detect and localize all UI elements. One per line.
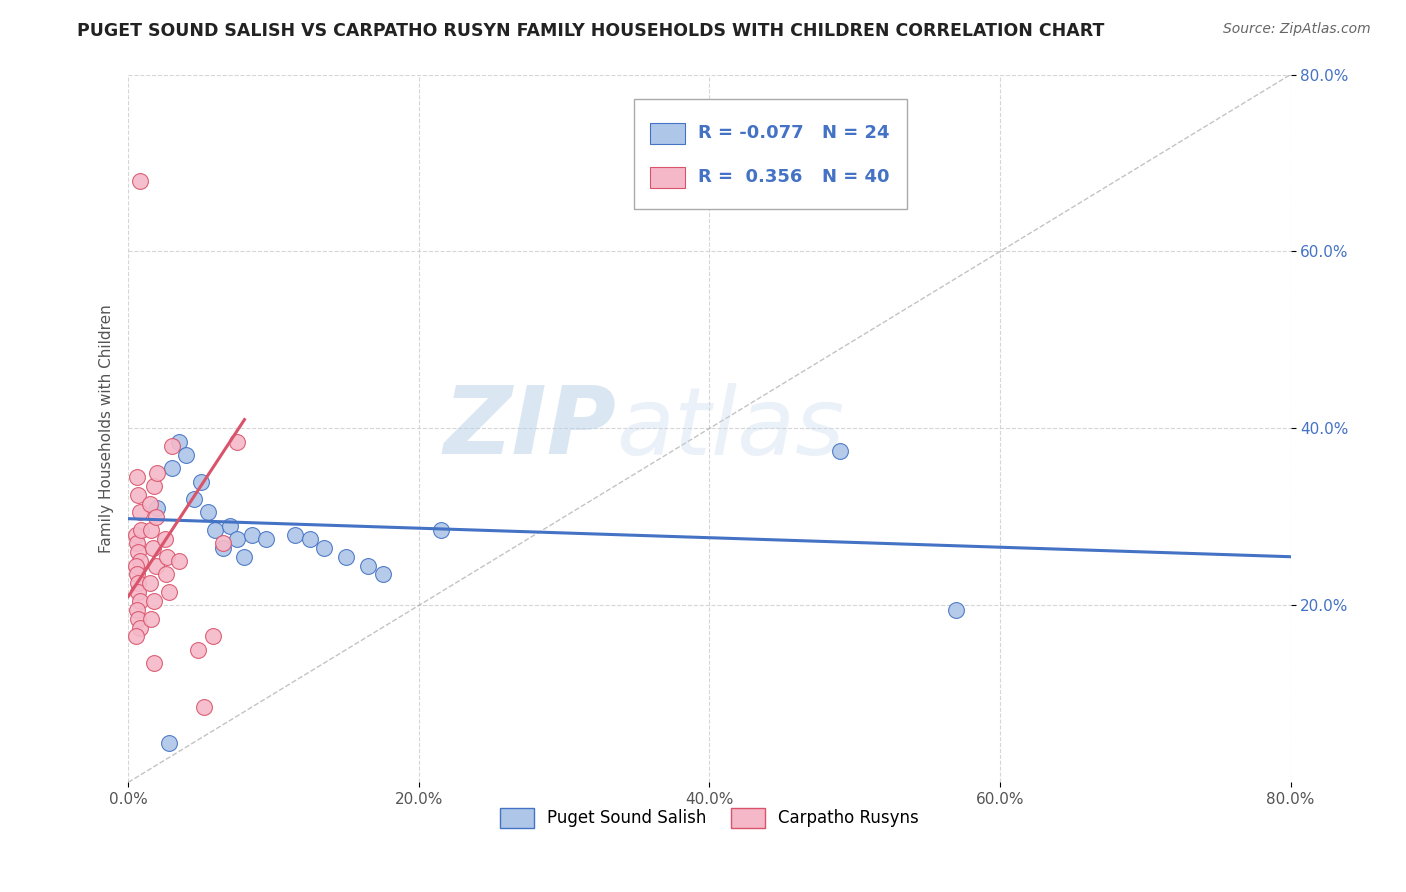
Point <box>284 527 307 541</box>
Point <box>254 532 277 546</box>
Point <box>127 576 149 591</box>
Point <box>146 501 169 516</box>
Point <box>145 558 167 573</box>
Point <box>226 434 249 449</box>
Point <box>124 558 146 573</box>
Point <box>128 554 150 568</box>
Point <box>240 527 263 541</box>
Point <box>357 558 380 573</box>
Point <box>131 523 153 537</box>
Point <box>190 475 212 489</box>
Point <box>429 523 451 537</box>
Point <box>160 461 183 475</box>
Point <box>314 541 336 555</box>
Point <box>143 479 166 493</box>
Point <box>157 735 180 749</box>
Point <box>156 549 179 564</box>
Point <box>204 523 226 537</box>
Text: ZIP: ZIP <box>443 383 616 475</box>
FancyBboxPatch shape <box>650 123 685 144</box>
Point <box>128 174 150 188</box>
Point <box>193 700 215 714</box>
Text: Source: ZipAtlas.com: Source: ZipAtlas.com <box>1223 22 1371 37</box>
Point <box>145 510 167 524</box>
Point <box>127 545 149 559</box>
Point <box>125 470 148 484</box>
Point <box>167 554 190 568</box>
Text: atlas: atlas <box>616 383 845 474</box>
Point <box>211 541 233 555</box>
Point <box>143 594 166 608</box>
Point <box>197 506 219 520</box>
Point <box>128 594 150 608</box>
Text: PUGET SOUND SALISH VS CARPATHO RUSYN FAMILY HOUSEHOLDS WITH CHILDREN CORRELATION: PUGET SOUND SALISH VS CARPATHO RUSYN FAM… <box>77 22 1105 40</box>
Point <box>153 532 176 546</box>
Point <box>125 536 148 550</box>
Point <box>226 532 249 546</box>
Point <box>219 518 242 533</box>
Point <box>127 612 149 626</box>
Point <box>124 527 146 541</box>
Y-axis label: Family Households with Children: Family Households with Children <box>100 304 114 553</box>
Point <box>201 629 224 643</box>
Point <box>127 488 149 502</box>
Point <box>167 434 190 449</box>
Legend: Puget Sound Salish, Carpatho Rusyns: Puget Sound Salish, Carpatho Rusyns <box>494 802 925 834</box>
Point <box>155 567 177 582</box>
Point <box>335 549 357 564</box>
Point <box>125 603 148 617</box>
Text: R = -0.077: R = -0.077 <box>697 124 803 142</box>
Point <box>183 492 205 507</box>
Point <box>128 620 150 634</box>
Point <box>371 567 394 582</box>
Point <box>125 567 148 582</box>
Text: R =  0.356: R = 0.356 <box>697 169 803 186</box>
Point <box>143 656 166 670</box>
Point <box>176 448 198 462</box>
Point <box>142 541 165 555</box>
Point <box>830 443 852 458</box>
Point <box>945 603 967 617</box>
Point <box>124 629 146 643</box>
Point <box>139 576 162 591</box>
Point <box>141 523 163 537</box>
Point <box>187 642 209 657</box>
Point <box>128 506 150 520</box>
Text: N = 24: N = 24 <box>823 124 890 142</box>
Point <box>141 612 163 626</box>
FancyBboxPatch shape <box>650 167 685 188</box>
Text: N = 40: N = 40 <box>823 169 890 186</box>
Point <box>211 536 233 550</box>
Point <box>146 466 169 480</box>
Point <box>298 532 321 546</box>
FancyBboxPatch shape <box>634 99 907 209</box>
Point <box>139 497 162 511</box>
Point <box>157 585 180 599</box>
Point <box>160 439 183 453</box>
Point <box>127 585 149 599</box>
Point <box>233 549 256 564</box>
